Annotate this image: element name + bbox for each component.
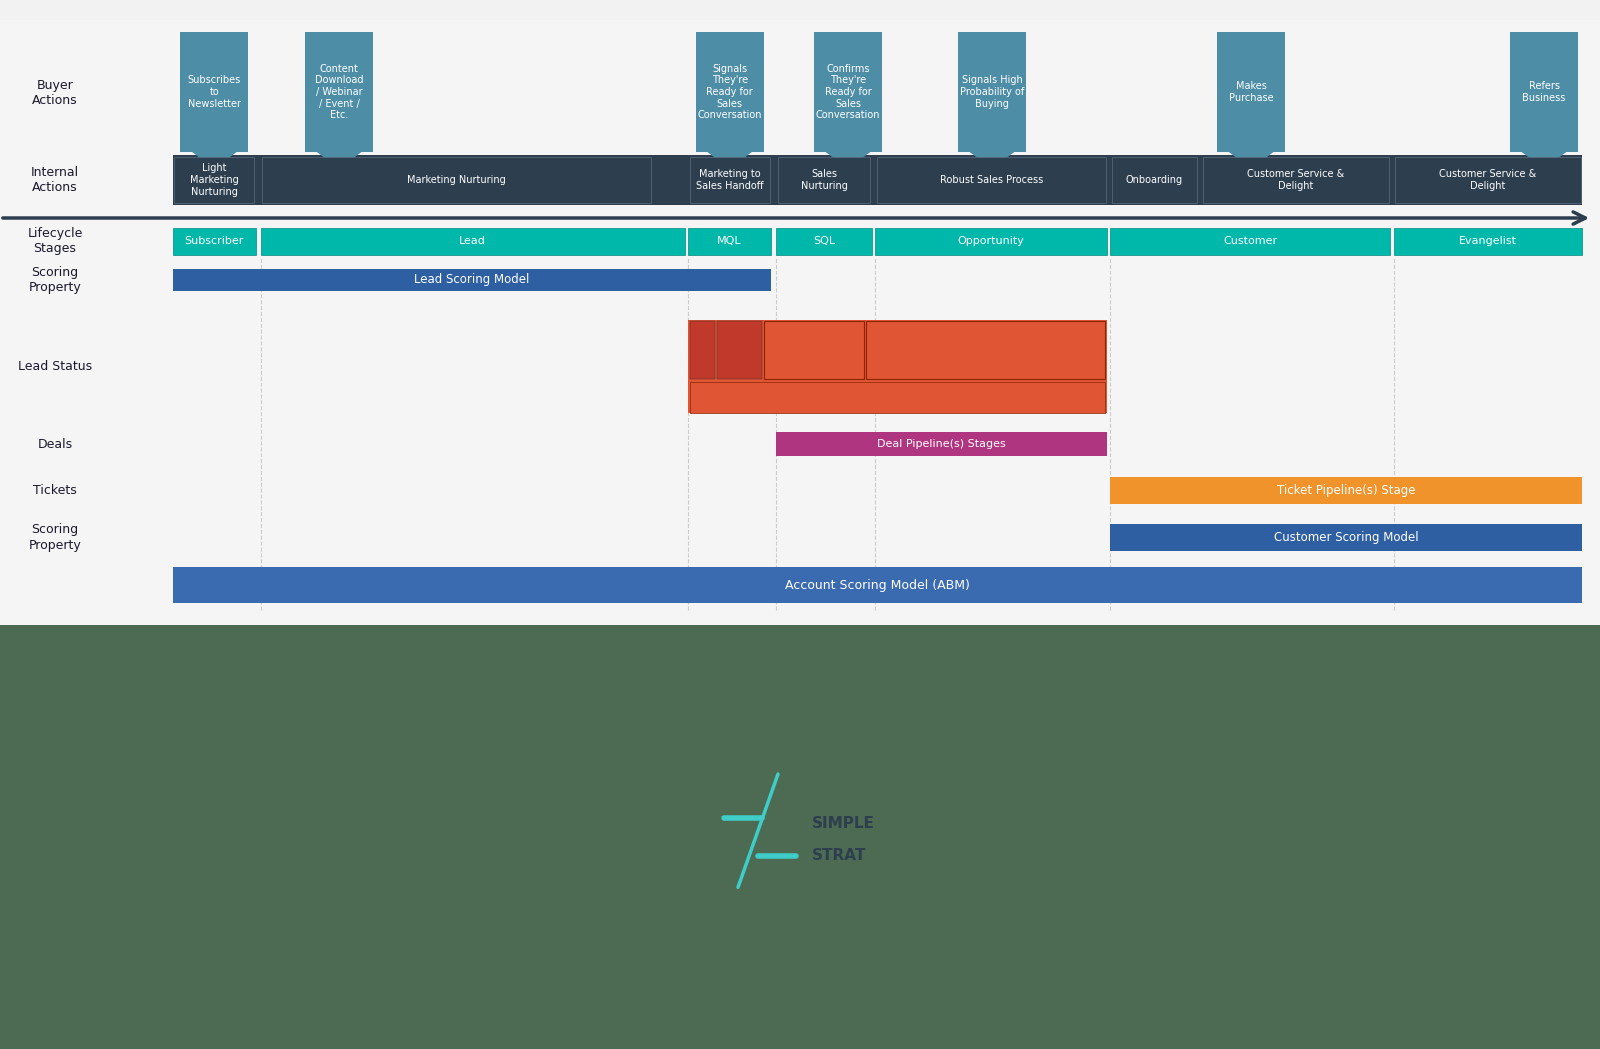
Text: Attempting
to Connect: Attempting to Connect	[730, 324, 749, 376]
Polygon shape	[190, 150, 238, 168]
Bar	[958, 33, 1026, 152]
Text: Lead Scoring Model: Lead Scoring Model	[414, 274, 530, 286]
Polygon shape	[1520, 150, 1568, 168]
Bar	[763, 321, 864, 379]
Bar	[1110, 477, 1582, 504]
Text: Marketing Nurturing: Marketing Nurturing	[408, 175, 506, 185]
Text: STRAT: STRAT	[811, 849, 866, 863]
Text: Customer Service &
Delight: Customer Service & Delight	[1248, 169, 1344, 191]
Text: Opportunity: Opportunity	[958, 236, 1024, 247]
Bar	[690, 321, 715, 379]
Text: MQL: MQL	[717, 236, 742, 247]
Text: Subscribes
to
Newsletter: Subscribes to Newsletter	[187, 76, 242, 109]
Text: Open Deal: Open Deal	[957, 345, 1014, 355]
Bar	[877, 157, 1106, 204]
Bar	[174, 157, 254, 204]
Text: Scoring
Property: Scoring Property	[29, 523, 82, 552]
Bar	[717, 321, 762, 379]
Text: Buyer
Actions: Buyer Actions	[32, 79, 78, 107]
Bar	[0, 30, 1600, 205]
Text: Signals
They're
Ready for
Sales
Conversation: Signals They're Ready for Sales Conversa…	[698, 64, 762, 121]
Text: Account Scoring Model (ABM): Account Scoring Model (ABM)	[786, 578, 970, 592]
Text: Lead Status: Lead Status	[18, 360, 93, 373]
Bar	[0, 295, 1600, 415]
Polygon shape	[1227, 150, 1275, 168]
Bar	[696, 33, 763, 152]
Text: Refers
Business: Refers Business	[1522, 81, 1566, 103]
Bar	[0, 205, 1600, 255]
Text: Robust Sales Process: Robust Sales Process	[939, 175, 1043, 185]
Bar	[306, 33, 373, 152]
Text: Onboarding: Onboarding	[1126, 175, 1182, 185]
Text: Subscriber: Subscriber	[184, 236, 245, 247]
Bar	[1218, 33, 1285, 152]
Text: Makes
Purchase: Makes Purchase	[1229, 81, 1274, 103]
Bar	[778, 157, 870, 204]
Bar	[262, 157, 651, 204]
Text: SIMPLE: SIMPLE	[811, 816, 875, 831]
Bar	[0, 555, 1600, 615]
Text: New: New	[698, 339, 707, 361]
Bar	[0, 508, 1600, 555]
Text: Sales
Nurturing: Sales Nurturing	[800, 169, 848, 191]
Bar	[1203, 157, 1389, 204]
Text: Scoring
Property: Scoring Property	[29, 266, 82, 294]
Text: Internal
Actions: Internal Actions	[30, 166, 78, 194]
Polygon shape	[706, 150, 754, 168]
Bar	[0, 255, 1600, 295]
Text: SQL: SQL	[813, 236, 835, 247]
Bar	[1510, 33, 1578, 152]
Bar	[173, 568, 1582, 603]
Text: Tickets: Tickets	[34, 484, 77, 497]
Text: Signals High
Probability of
Buying: Signals High Probability of Buying	[960, 76, 1024, 109]
Text: Customer Scoring Model: Customer Scoring Model	[1274, 531, 1419, 544]
Text: Disqualified: Disqualified	[864, 392, 931, 403]
Bar	[690, 157, 770, 204]
Text: Lifecycle
Stages: Lifecycle Stages	[27, 228, 83, 256]
Bar	[173, 228, 256, 255]
Text: Deals: Deals	[37, 437, 72, 450]
Text: Connected: Connected	[784, 345, 845, 355]
Bar	[688, 228, 771, 255]
Bar	[181, 33, 248, 152]
Bar	[1110, 524, 1582, 551]
Text: Ticket Pipeline(s) Stage: Ticket Pipeline(s) Stage	[1277, 484, 1416, 497]
Bar	[690, 382, 1106, 413]
Bar	[0, 20, 1600, 625]
Text: Customer Service &
Delight: Customer Service & Delight	[1440, 169, 1536, 191]
Text: Deal Pipeline(s) Stages: Deal Pipeline(s) Stages	[877, 438, 1006, 449]
Bar	[0, 461, 1600, 508]
Text: Marketing to
Sales Handoff: Marketing to Sales Handoff	[696, 169, 763, 191]
Bar	[688, 320, 1107, 413]
Bar	[814, 33, 882, 152]
Bar	[0, 625, 1600, 1049]
Text: Content
Download
/ Webinar
/ Event /
Etc.: Content Download / Webinar / Event / Etc…	[315, 64, 363, 121]
Bar	[1112, 157, 1197, 204]
Bar	[173, 269, 771, 291]
Bar	[1395, 157, 1581, 204]
Polygon shape	[968, 150, 1016, 168]
Text: Customer: Customer	[1224, 236, 1277, 247]
Text: Confirms
They're
Ready for
Sales
Conversation: Confirms They're Ready for Sales Convers…	[816, 64, 880, 121]
Polygon shape	[315, 150, 363, 168]
Text: Light
Marketing
Nurturing: Light Marketing Nurturing	[190, 164, 238, 196]
Bar	[776, 228, 872, 255]
Bar	[1110, 228, 1390, 255]
Text: Evangelist: Evangelist	[1459, 236, 1517, 247]
Polygon shape	[824, 150, 872, 168]
Bar	[0, 415, 1600, 461]
Bar	[866, 321, 1106, 379]
Bar	[875, 228, 1107, 255]
Bar	[1394, 228, 1582, 255]
Bar	[776, 432, 1107, 456]
Bar	[261, 228, 685, 255]
Bar	[173, 155, 1582, 205]
Text: Lead: Lead	[459, 236, 486, 247]
